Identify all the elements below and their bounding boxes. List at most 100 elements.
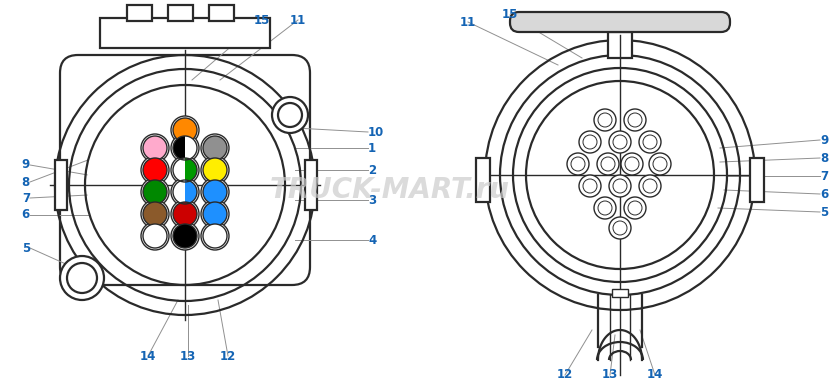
Circle shape — [597, 153, 619, 175]
Circle shape — [571, 157, 585, 171]
Circle shape — [594, 197, 616, 219]
Text: 9: 9 — [22, 159, 30, 172]
Circle shape — [171, 200, 199, 228]
Text: 11: 11 — [459, 15, 476, 28]
Circle shape — [141, 178, 169, 206]
Circle shape — [583, 135, 597, 149]
Text: 3: 3 — [368, 194, 376, 207]
Circle shape — [201, 156, 229, 184]
Circle shape — [598, 201, 612, 215]
Wedge shape — [173, 158, 185, 182]
Bar — [608, 32, 632, 58]
Circle shape — [171, 134, 199, 162]
Wedge shape — [173, 180, 185, 204]
Bar — [612, 289, 628, 297]
Circle shape — [143, 202, 167, 226]
Text: 15: 15 — [254, 13, 270, 26]
Circle shape — [278, 103, 302, 127]
Circle shape — [143, 180, 167, 204]
Circle shape — [171, 116, 199, 144]
Circle shape — [653, 157, 667, 171]
Circle shape — [173, 224, 197, 248]
Circle shape — [67, 263, 97, 293]
Bar — [750, 158, 764, 202]
Text: 8: 8 — [22, 175, 30, 189]
Circle shape — [579, 175, 601, 197]
Circle shape — [639, 175, 661, 197]
Text: 6: 6 — [820, 187, 828, 200]
Bar — [168, 5, 193, 21]
Circle shape — [203, 224, 227, 248]
Text: 14: 14 — [647, 369, 664, 381]
Text: 13: 13 — [602, 369, 618, 381]
Circle shape — [609, 217, 631, 239]
Text: 11: 11 — [290, 13, 306, 26]
Text: 7: 7 — [22, 192, 30, 205]
Circle shape — [613, 221, 627, 235]
Circle shape — [201, 200, 229, 228]
Circle shape — [649, 153, 671, 175]
Text: 1: 1 — [368, 141, 376, 154]
Text: 14: 14 — [139, 349, 156, 362]
Wedge shape — [185, 136, 197, 160]
Circle shape — [625, 157, 639, 171]
Circle shape — [87, 87, 283, 283]
Circle shape — [609, 175, 631, 197]
Text: 6: 6 — [22, 209, 30, 222]
Circle shape — [643, 135, 657, 149]
Circle shape — [628, 113, 642, 127]
Circle shape — [171, 178, 199, 206]
Circle shape — [598, 113, 612, 127]
Text: 9: 9 — [820, 134, 828, 147]
Circle shape — [203, 136, 227, 160]
Text: 5: 5 — [22, 242, 30, 255]
Text: 5: 5 — [820, 205, 828, 218]
Text: TRUCK-MART.ru: TRUCK-MART.ru — [270, 176, 510, 204]
Text: 12: 12 — [557, 369, 573, 381]
Circle shape — [203, 180, 227, 204]
Circle shape — [601, 157, 615, 171]
Circle shape — [60, 256, 104, 300]
Text: 8: 8 — [820, 152, 828, 164]
Circle shape — [143, 158, 167, 182]
Wedge shape — [185, 180, 197, 204]
Circle shape — [203, 158, 227, 182]
Circle shape — [624, 109, 646, 131]
Text: 7: 7 — [820, 169, 828, 182]
Bar — [305, 160, 317, 210]
Circle shape — [141, 200, 169, 228]
Text: 12: 12 — [220, 349, 236, 362]
Circle shape — [272, 97, 308, 133]
Text: 4: 4 — [368, 233, 376, 247]
Circle shape — [526, 81, 714, 269]
Circle shape — [613, 179, 627, 193]
Circle shape — [613, 135, 627, 149]
Text: 13: 13 — [180, 349, 196, 362]
Text: 15: 15 — [501, 8, 518, 22]
FancyBboxPatch shape — [60, 55, 310, 285]
Text: 2: 2 — [368, 164, 376, 177]
Circle shape — [609, 131, 631, 153]
Bar — [209, 5, 234, 21]
Wedge shape — [173, 136, 185, 160]
Circle shape — [201, 178, 229, 206]
Bar — [127, 5, 152, 21]
Circle shape — [579, 131, 601, 153]
Circle shape — [141, 134, 169, 162]
Circle shape — [639, 131, 661, 153]
Text: 10: 10 — [368, 126, 384, 139]
Circle shape — [203, 202, 227, 226]
Wedge shape — [185, 158, 197, 182]
Circle shape — [141, 156, 169, 184]
Circle shape — [583, 179, 597, 193]
Circle shape — [173, 202, 197, 226]
FancyBboxPatch shape — [510, 12, 730, 32]
Circle shape — [643, 179, 657, 193]
Circle shape — [201, 222, 229, 250]
Circle shape — [141, 222, 169, 250]
Circle shape — [201, 134, 229, 162]
Circle shape — [628, 201, 642, 215]
Circle shape — [143, 224, 167, 248]
Circle shape — [624, 197, 646, 219]
Circle shape — [621, 153, 643, 175]
